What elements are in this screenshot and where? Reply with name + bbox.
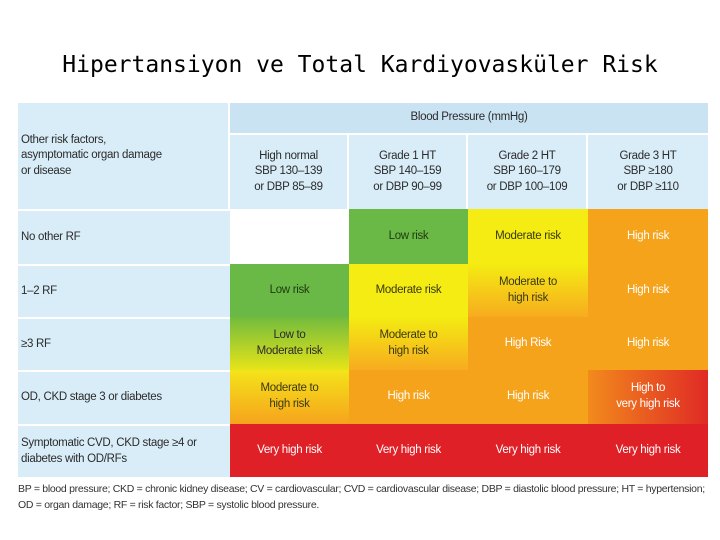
footnote-line: BP = blood pressure; CKD = chronic kidne… xyxy=(18,483,705,495)
risk-cell xyxy=(230,209,349,264)
risk-cell: Moderate to high risk xyxy=(230,370,349,424)
column-header-high-normal: High normal SBP 130–139 or DBP 85–89 xyxy=(230,135,349,209)
column-header-grade1: Grade 1 HT SBP 140–159 or DBP 90–99 xyxy=(349,135,468,209)
row-label: No other RF xyxy=(18,209,230,264)
risk-cell: Very high risk xyxy=(468,424,588,477)
slide-title: Hipertansiyon ve Total Kardiyovasküler R… xyxy=(62,52,658,78)
risk-cell: High risk xyxy=(468,370,588,424)
row-label: ≥3 RF xyxy=(18,317,230,370)
risk-cell: Moderate to high risk xyxy=(468,264,588,317)
corner-label: Other risk factors, asymptomatic organ d… xyxy=(18,103,230,209)
row-label: OD, CKD stage 3 or diabetes xyxy=(18,370,230,424)
risk-cell: High risk xyxy=(349,370,468,424)
risk-cell: Very high risk xyxy=(588,424,708,477)
risk-cell: Very high risk xyxy=(349,424,468,477)
risk-cell: High to very high risk xyxy=(588,370,708,424)
row-label: Symptomatic CVD, CKD stage ≥4 or diabete… xyxy=(18,424,230,477)
risk-cell: Low risk xyxy=(349,209,468,264)
risk-cell: Moderate risk xyxy=(349,264,468,317)
abbreviations-footnote: BP = blood pressure; CKD = chronic kidne… xyxy=(18,481,708,513)
risk-cell: High Risk xyxy=(468,317,588,370)
column-header-grade3: Grade 3 HT SBP ≥180 or DBP ≥110 xyxy=(588,135,708,209)
row-label: 1–2 RF xyxy=(18,264,230,317)
risk-cell: High risk xyxy=(588,317,708,370)
risk-cell: Moderate to high risk xyxy=(349,317,468,370)
risk-cell: High risk xyxy=(588,264,708,317)
footnote-line: OD = organ damage; RF = risk factor; SBP… xyxy=(18,499,319,511)
risk-cell: Low to Moderate risk xyxy=(230,317,349,370)
risk-cell: High risk xyxy=(588,209,708,264)
column-header-grade2: Grade 2 HT SBP 160–179 or DBP 100–109 xyxy=(468,135,588,209)
risk-cell: Low risk xyxy=(230,264,349,317)
risk-table: Other risk factors, asymptomatic organ d… xyxy=(18,103,708,477)
bp-header: Blood Pressure (mmHg) xyxy=(230,103,708,135)
risk-cell: Moderate risk xyxy=(468,209,588,264)
risk-cell: Very high risk xyxy=(230,424,349,477)
